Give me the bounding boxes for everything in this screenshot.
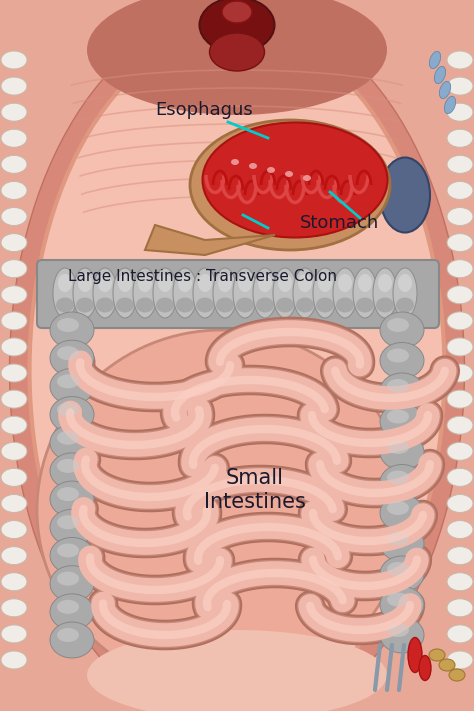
Ellipse shape (387, 562, 409, 576)
Ellipse shape (316, 297, 334, 313)
Ellipse shape (447, 103, 473, 121)
Ellipse shape (231, 159, 239, 165)
Ellipse shape (173, 268, 197, 318)
Ellipse shape (50, 453, 94, 489)
Ellipse shape (202, 122, 388, 237)
Ellipse shape (429, 649, 445, 661)
Ellipse shape (447, 364, 473, 382)
Ellipse shape (87, 630, 387, 711)
Ellipse shape (439, 81, 451, 99)
Ellipse shape (313, 268, 337, 318)
Ellipse shape (380, 404, 424, 439)
Ellipse shape (439, 659, 455, 671)
Ellipse shape (57, 375, 79, 388)
Ellipse shape (1, 234, 27, 252)
Ellipse shape (387, 592, 409, 606)
Ellipse shape (447, 416, 473, 434)
Ellipse shape (447, 77, 473, 95)
Ellipse shape (57, 346, 79, 360)
Ellipse shape (1, 155, 27, 173)
Ellipse shape (1, 442, 27, 460)
Ellipse shape (387, 623, 409, 637)
Ellipse shape (447, 442, 473, 460)
Ellipse shape (380, 464, 424, 501)
Ellipse shape (1, 77, 27, 95)
Ellipse shape (50, 538, 94, 574)
Ellipse shape (57, 628, 79, 642)
Ellipse shape (336, 297, 354, 313)
Ellipse shape (57, 515, 79, 529)
Ellipse shape (387, 471, 409, 484)
Ellipse shape (398, 274, 412, 292)
Ellipse shape (50, 481, 94, 517)
Ellipse shape (37, 330, 407, 690)
Ellipse shape (158, 274, 172, 292)
Ellipse shape (356, 297, 374, 313)
Ellipse shape (387, 410, 409, 424)
Ellipse shape (156, 297, 174, 313)
Ellipse shape (193, 268, 217, 318)
Ellipse shape (380, 587, 424, 623)
Ellipse shape (138, 274, 152, 292)
Ellipse shape (380, 158, 430, 232)
Ellipse shape (380, 434, 424, 470)
Ellipse shape (56, 297, 74, 313)
Ellipse shape (338, 274, 352, 292)
Ellipse shape (447, 494, 473, 513)
Ellipse shape (178, 274, 192, 292)
Ellipse shape (333, 268, 357, 318)
Ellipse shape (380, 495, 424, 531)
Ellipse shape (50, 594, 94, 630)
Ellipse shape (387, 318, 409, 332)
Ellipse shape (1, 129, 27, 147)
Ellipse shape (273, 268, 297, 318)
Ellipse shape (447, 469, 473, 486)
Ellipse shape (113, 268, 137, 318)
Ellipse shape (278, 274, 292, 292)
Ellipse shape (1, 103, 27, 121)
Ellipse shape (87, 0, 387, 115)
Ellipse shape (50, 397, 94, 432)
Ellipse shape (256, 297, 274, 313)
Ellipse shape (447, 651, 473, 669)
Ellipse shape (380, 343, 424, 378)
Ellipse shape (238, 274, 252, 292)
Ellipse shape (176, 297, 194, 313)
Ellipse shape (267, 167, 275, 173)
Ellipse shape (1, 469, 27, 486)
Ellipse shape (449, 669, 465, 681)
Ellipse shape (50, 566, 94, 602)
Ellipse shape (1, 286, 27, 304)
Ellipse shape (190, 120, 390, 250)
Ellipse shape (236, 297, 254, 313)
Ellipse shape (1, 494, 27, 513)
Ellipse shape (447, 390, 473, 408)
Ellipse shape (1, 599, 27, 617)
Ellipse shape (200, 0, 274, 53)
Ellipse shape (387, 379, 409, 393)
Ellipse shape (396, 297, 414, 313)
Ellipse shape (1, 520, 27, 538)
Ellipse shape (57, 431, 79, 444)
Ellipse shape (9, 10, 465, 711)
Ellipse shape (57, 318, 79, 332)
Ellipse shape (1, 312, 27, 330)
Ellipse shape (253, 268, 277, 318)
Text: Large Intestines : Transverse Colon: Large Intestines : Transverse Colon (68, 269, 337, 284)
Ellipse shape (1, 625, 27, 643)
Ellipse shape (1, 51, 27, 69)
Ellipse shape (447, 51, 473, 69)
Ellipse shape (218, 274, 232, 292)
Ellipse shape (387, 532, 409, 545)
Ellipse shape (387, 348, 409, 363)
Ellipse shape (380, 556, 424, 592)
Ellipse shape (358, 274, 372, 292)
Ellipse shape (380, 617, 424, 653)
Ellipse shape (1, 338, 27, 356)
Ellipse shape (408, 638, 422, 673)
Text: Stomach: Stomach (300, 214, 379, 232)
Ellipse shape (98, 274, 112, 292)
Ellipse shape (387, 501, 409, 515)
Ellipse shape (118, 274, 132, 292)
